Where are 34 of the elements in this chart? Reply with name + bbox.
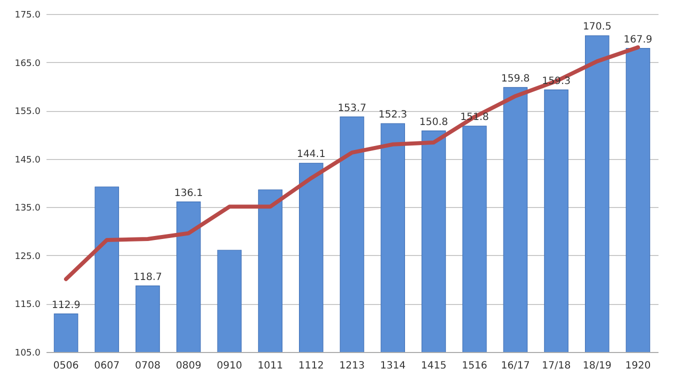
x-tick-label: 0910 xyxy=(216,360,242,372)
y-tick-label: 165.0 xyxy=(14,58,41,69)
y-tick-label: 125.0 xyxy=(14,252,41,262)
x-tick-label: 0506 xyxy=(53,360,79,372)
data-label: 159.8 xyxy=(501,73,530,84)
y-tick-label: 105.0 xyxy=(14,348,41,358)
data-label: 136.1 xyxy=(174,188,203,199)
x-tick-label: 1112 xyxy=(298,360,324,372)
data-label: 152.3 xyxy=(378,110,408,121)
y-tick-label: 175.0 xyxy=(14,10,41,20)
y-tick-label: 155.0 xyxy=(14,107,41,118)
x-tick-label: 1011 xyxy=(258,360,284,372)
data-label: 167.9 xyxy=(624,34,652,46)
x-tick-label: 18/19 xyxy=(582,360,612,372)
x-tick-label: 17/18 xyxy=(542,360,571,372)
data-label: 153.7 xyxy=(338,102,366,114)
y-tick-label: 135.0 xyxy=(14,204,41,214)
x-tick-label: 0607 xyxy=(94,360,120,372)
data-label: 112.9 xyxy=(52,300,80,311)
x-tick-label: 0708 xyxy=(135,360,160,372)
y-tick-label: 145.0 xyxy=(14,155,41,166)
x-tick-label: 1920 xyxy=(625,360,651,372)
x-tick-label: 1314 xyxy=(380,360,406,372)
y-tick-label: 115.0 xyxy=(14,300,41,310)
line-series xyxy=(64,45,640,282)
x-tick-label: 1415 xyxy=(420,360,446,372)
x-tick-label: 16/17 xyxy=(501,360,530,372)
data-label: 150.8 xyxy=(419,116,448,128)
x-tick-label: 1516 xyxy=(462,360,488,372)
data-label: 144.1 xyxy=(296,149,326,160)
x-tick-label: 1213 xyxy=(339,360,365,372)
data-label: 118.7 xyxy=(133,272,162,283)
data-label: 170.5 xyxy=(582,22,612,33)
x-tick-label: 0809 xyxy=(176,360,202,372)
